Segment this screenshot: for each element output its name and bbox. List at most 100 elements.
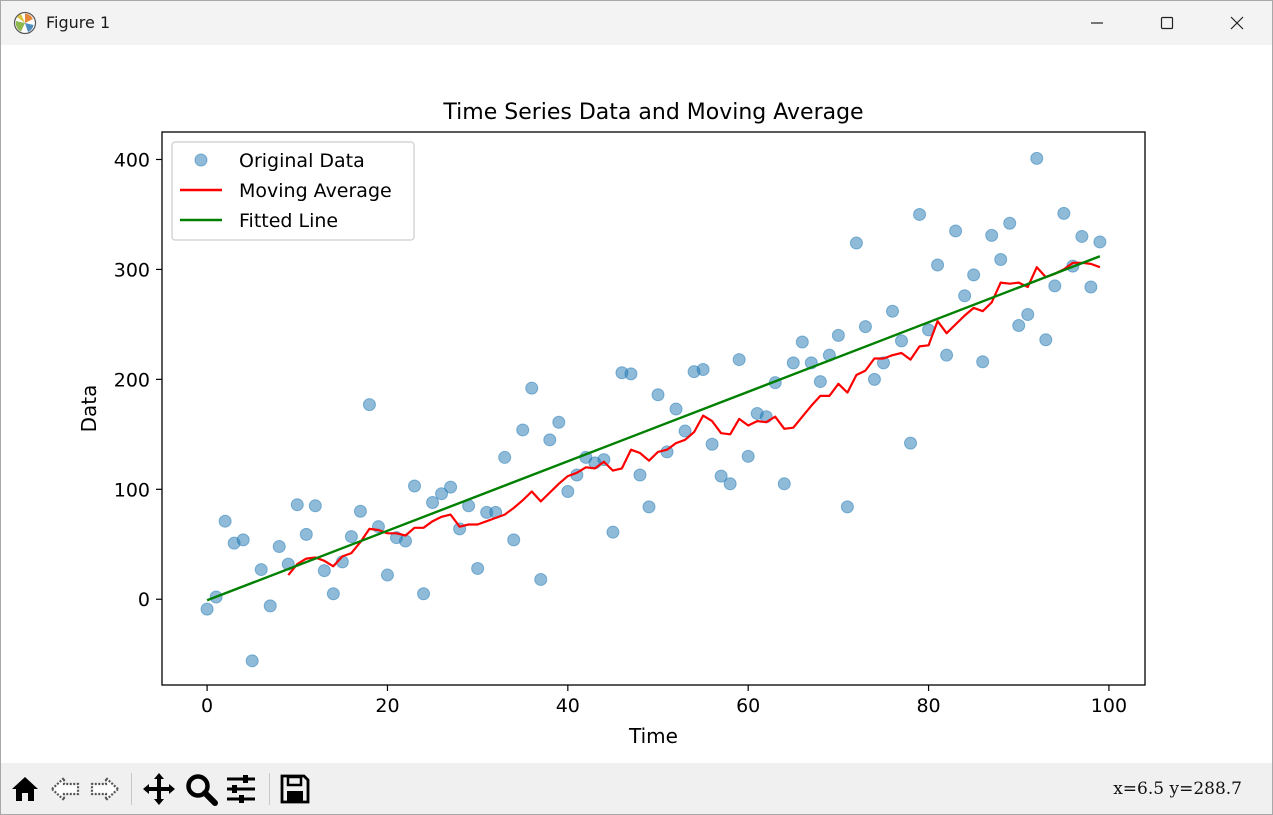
toolbar-separator xyxy=(269,773,270,805)
scatter-point xyxy=(1048,279,1062,293)
scatter-point xyxy=(534,572,548,586)
scatter-point xyxy=(1039,333,1053,347)
scatter-point xyxy=(985,228,999,242)
scatter-point xyxy=(723,477,737,491)
scatter-point xyxy=(994,253,1008,267)
scatter-point xyxy=(1021,308,1035,322)
scatter-point xyxy=(967,268,981,282)
scatter-point xyxy=(1075,229,1089,243)
navigation-toolbar: x=6.5 y=288.7 xyxy=(1,763,1272,814)
scatter-point xyxy=(380,568,394,582)
y-axis-label: Data xyxy=(77,385,101,433)
scatter-point xyxy=(669,402,683,416)
scatter-point xyxy=(895,334,909,348)
scatter-point xyxy=(272,539,286,553)
scatter-point xyxy=(552,415,566,429)
zoom-button[interactable] xyxy=(183,771,219,807)
scatter-point xyxy=(696,362,710,376)
scatter-point xyxy=(1084,280,1098,294)
legend-label: Original Data xyxy=(239,150,365,172)
close-button[interactable] xyxy=(1202,1,1272,45)
scatter-point xyxy=(543,433,557,447)
scatter-point xyxy=(642,500,656,514)
scatter-point xyxy=(949,224,963,238)
scatter-point xyxy=(398,534,412,548)
chart-svg: Time Series Data and Moving Average 0 20 40… xyxy=(77,100,1146,748)
window-title: Figure 1 xyxy=(46,13,111,32)
scatter-point xyxy=(218,514,232,528)
scatter-point xyxy=(435,487,449,501)
scatter-point xyxy=(904,436,918,450)
pan-icon xyxy=(143,773,175,805)
minimize-button[interactable] xyxy=(1062,1,1132,45)
scatter-point xyxy=(326,587,340,601)
scatter-point xyxy=(290,498,304,512)
matplotlib-logo-icon xyxy=(13,11,37,35)
scatter-point xyxy=(777,477,791,491)
fitted-line xyxy=(206,255,1101,602)
y-tick-label: 300 xyxy=(114,259,150,281)
scatter-point xyxy=(200,602,214,616)
scatter-point xyxy=(831,328,845,342)
scatter-point xyxy=(299,527,313,541)
y-tick-label: 100 xyxy=(114,479,150,501)
configure-subplots-icon xyxy=(227,775,255,803)
y-tick-label: 200 xyxy=(114,369,150,391)
chart-title: Time Series Data and Moving Average xyxy=(442,100,863,125)
scatter-point xyxy=(1093,235,1107,249)
scatter-point xyxy=(525,381,539,395)
scatter-point xyxy=(408,479,422,493)
scatter-point xyxy=(308,499,322,513)
scatter-point xyxy=(958,289,972,303)
legend-label: Moving Average xyxy=(239,180,392,202)
scatter-point xyxy=(940,348,954,362)
forward-button[interactable] xyxy=(87,771,123,807)
scatter-point xyxy=(426,495,440,509)
scatter-point xyxy=(263,599,277,613)
scatter-point xyxy=(786,356,800,370)
scatter-point xyxy=(885,304,899,318)
scatter-point xyxy=(931,258,945,272)
scatter-point xyxy=(1012,318,1026,332)
scatter-point xyxy=(624,367,638,381)
x-tick-label: 60 xyxy=(736,695,760,717)
back-button[interactable] xyxy=(47,771,83,807)
figure-canvas[interactable]: Time Series Data and Moving Average 0 20 40… xyxy=(1,45,1272,763)
scatter-point xyxy=(795,335,809,349)
scatter-point xyxy=(245,654,259,668)
close-icon xyxy=(1230,16,1244,30)
x-tick-label: 20 xyxy=(375,695,399,717)
legend-marker-original xyxy=(194,153,208,167)
scatter-point xyxy=(344,530,358,544)
home-button[interactable] xyxy=(7,771,43,807)
scatter-point xyxy=(1030,151,1044,165)
scatter-point xyxy=(732,353,746,367)
scatter-point xyxy=(976,355,990,369)
scatter-point xyxy=(236,533,250,547)
configure-subplots-button[interactable] xyxy=(223,771,259,807)
scatter-point xyxy=(714,469,728,483)
x-tick-label: 100 xyxy=(1091,695,1127,717)
scatter-point xyxy=(254,563,268,577)
moving-average-line xyxy=(287,261,1101,576)
x-tick-label: 80 xyxy=(916,695,940,717)
legend-box xyxy=(171,141,415,241)
scatter-point xyxy=(353,504,367,518)
pan-button[interactable] xyxy=(141,771,177,807)
scatter-point xyxy=(849,236,863,250)
maximize-button[interactable] xyxy=(1132,1,1202,45)
x-tick-label: 40 xyxy=(556,695,580,717)
scatter-point xyxy=(858,320,872,334)
scatter-point xyxy=(876,356,890,370)
toolbar-separator xyxy=(131,773,132,805)
save-button[interactable] xyxy=(277,771,313,807)
scatter-point xyxy=(516,423,530,437)
legend-label: Fitted Line xyxy=(239,210,338,232)
scatter-point xyxy=(705,437,719,451)
scatter-point xyxy=(741,449,755,463)
zoom-icon xyxy=(186,774,218,806)
x-tick-label: 0 xyxy=(201,695,213,717)
maximize-icon xyxy=(1160,16,1174,30)
title-bar: Figure 1 xyxy=(1,1,1272,45)
